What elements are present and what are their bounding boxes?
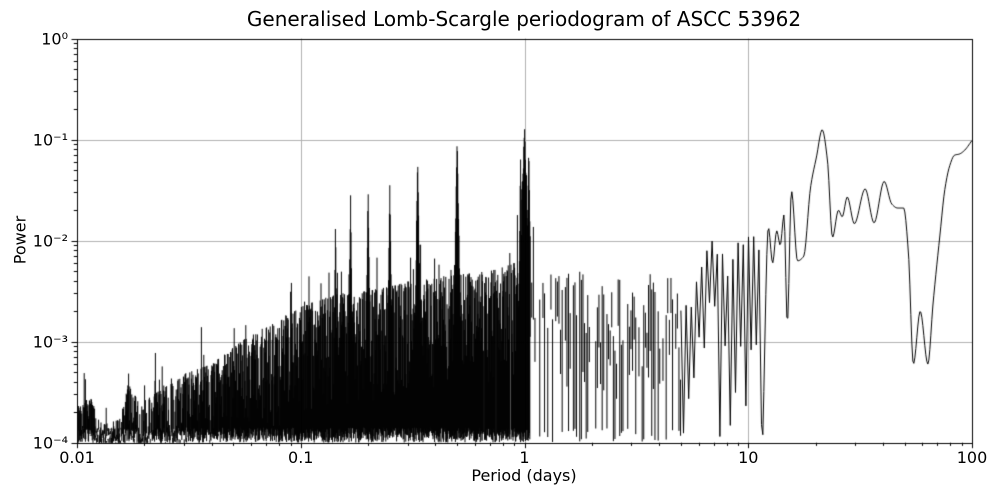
y-tick-label: 10⁻¹ bbox=[32, 130, 68, 150]
x-tick-label: 0.1 bbox=[288, 448, 314, 467]
x-tick-label: 0.01 bbox=[59, 448, 95, 467]
chart-title: Generalised Lomb-Scargle periodogram of … bbox=[246, 7, 802, 31]
y-tick-label: 10⁻³ bbox=[32, 332, 68, 352]
y-tick-label: 10⁰ bbox=[41, 29, 68, 48]
x-tick-label: 10 bbox=[738, 448, 759, 467]
y-axis-label: Power bbox=[10, 215, 30, 265]
x-tick-label: 1 bbox=[519, 448, 530, 467]
x-tick-label: 100 bbox=[956, 448, 988, 467]
y-tick-label: 10⁻⁴ bbox=[32, 433, 68, 453]
x-axis-label: Period (days) bbox=[471, 466, 577, 485]
y-tick-label: 10⁻² bbox=[32, 231, 68, 251]
